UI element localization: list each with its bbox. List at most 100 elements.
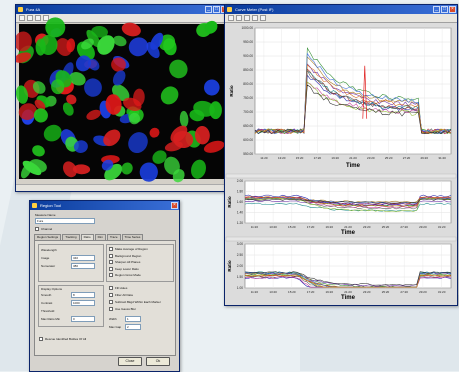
print-icon[interactable] bbox=[244, 15, 250, 21]
cell bbox=[193, 100, 215, 117]
option-checkbox[interactable] bbox=[109, 300, 113, 304]
y-axis-label: Ratio bbox=[227, 196, 232, 208]
pan-icon[interactable] bbox=[43, 15, 49, 21]
x-tick-label: 19:20 bbox=[326, 290, 334, 294]
export-icon[interactable] bbox=[260, 15, 266, 21]
x-tick-label: 11:20 bbox=[251, 290, 259, 294]
x-tick-label: 19:20 bbox=[326, 225, 334, 229]
close-button[interactable]: × bbox=[171, 202, 178, 209]
trace-plots: 1000.00 950.00 900.00 850.00 800.00 750.00 700… bbox=[225, 26, 457, 301]
plot-window-titlebar[interactable]: Curve Meter (Post IF) _ □ × bbox=[225, 5, 457, 14]
cell bbox=[16, 31, 32, 52]
cell bbox=[63, 161, 77, 178]
minimize-button[interactable]: _ bbox=[433, 6, 440, 13]
cell bbox=[105, 94, 122, 115]
minimize-button[interactable]: _ bbox=[205, 6, 212, 13]
panel-divider[interactable] bbox=[225, 236, 457, 242]
select-icon[interactable] bbox=[19, 15, 25, 21]
close-button[interactable]: × bbox=[449, 6, 456, 13]
maximize-button[interactable]: □ bbox=[213, 6, 220, 13]
cell bbox=[203, 140, 225, 153]
cell bbox=[194, 126, 210, 145]
y-axis-label: Ratio bbox=[229, 85, 234, 97]
cell bbox=[169, 59, 188, 79]
option-checkbox[interactable] bbox=[109, 266, 113, 271]
cell bbox=[128, 37, 149, 57]
cell bbox=[45, 17, 66, 38]
tab-region-settings[interactable]: Region Settings bbox=[34, 234, 62, 240]
setting-row: Threshold bbox=[41, 308, 101, 316]
tab-dim[interactable]: Dim bbox=[94, 234, 106, 240]
setting-label: Numerator bbox=[41, 264, 56, 268]
option-checkbox[interactable] bbox=[109, 273, 113, 277]
measure-name-field[interactable]: Fura bbox=[35, 218, 95, 224]
plot-window-title: Curve Meter (Post IF) bbox=[235, 7, 274, 12]
option-label: Filter All Data bbox=[115, 293, 133, 297]
y-tick-label: 1.50 bbox=[237, 275, 243, 279]
option-checkbox[interactable] bbox=[109, 293, 113, 297]
option-checkbox[interactable] bbox=[109, 307, 113, 311]
cell bbox=[179, 110, 189, 128]
trace-line bbox=[244, 196, 452, 209]
zoom-in-icon[interactable] bbox=[27, 15, 33, 21]
setting-label: Image bbox=[41, 256, 50, 260]
cell bbox=[28, 159, 47, 173]
trace-line bbox=[254, 69, 452, 134]
x-tick-label: 25:20 bbox=[382, 290, 390, 294]
option-checkbox[interactable] bbox=[109, 286, 113, 290]
image-toolbar bbox=[16, 14, 229, 23]
cell bbox=[209, 101, 222, 120]
display-group bbox=[38, 285, 104, 327]
image-window-title: Fura 4A bbox=[26, 7, 41, 12]
background-decoration bbox=[300, 295, 459, 371]
y-tick-label: 1.40 bbox=[237, 211, 243, 215]
setting-field[interactable]: 1000 bbox=[71, 300, 95, 306]
cell bbox=[203, 79, 220, 96]
ok-button[interactable]: Ok bbox=[146, 357, 170, 366]
option-checkbox[interactable] bbox=[109, 247, 113, 251]
tab-ratio[interactable]: Ratio bbox=[80, 234, 94, 240]
cell bbox=[66, 38, 76, 53]
option-checkbox[interactable] bbox=[109, 260, 113, 264]
tab-time-series[interactable]: Time Series bbox=[121, 234, 144, 240]
rescue-label: Rescue Identified Bottles Of All bbox=[45, 337, 87, 341]
x-tick-label: 31:20 bbox=[438, 156, 446, 160]
close-dialog-button[interactable]: Close bbox=[118, 357, 142, 366]
options-group bbox=[106, 244, 174, 282]
panel-divider[interactable] bbox=[225, 173, 457, 179]
display-group-title: Display Options bbox=[41, 287, 63, 291]
cell bbox=[121, 22, 141, 37]
x-tick-label: 17:20 bbox=[307, 225, 315, 229]
trace-line bbox=[245, 196, 452, 208]
setting-field[interactable]: 380 bbox=[71, 263, 95, 269]
rescue-checkbox[interactable] bbox=[39, 337, 43, 341]
dialog-titlebar[interactable]: Region Tool × bbox=[30, 201, 179, 210]
max-gap-field[interactable]: 2 bbox=[125, 324, 141, 330]
x-tick-label: 27:20 bbox=[403, 156, 411, 160]
option-label: Background Region bbox=[115, 253, 142, 258]
width-field[interactable]: 1 bbox=[125, 316, 141, 322]
maximize-button[interactable]: □ bbox=[441, 6, 448, 13]
tab-trace[interactable]: Trace bbox=[106, 234, 121, 240]
save-icon[interactable] bbox=[236, 15, 242, 21]
option-label: Sharpen All Planes bbox=[115, 260, 141, 264]
setting-field[interactable]: 8 bbox=[71, 292, 95, 298]
cell bbox=[32, 81, 46, 94]
setting-field[interactable]: 0 bbox=[71, 316, 95, 322]
cell bbox=[149, 127, 160, 138]
cell bbox=[86, 109, 101, 120]
cell bbox=[164, 141, 183, 152]
app-icon bbox=[18, 7, 23, 12]
cell bbox=[16, 85, 29, 104]
cell bbox=[43, 124, 62, 142]
setting-field[interactable]: 340 bbox=[71, 255, 95, 261]
channel-checkbox[interactable] bbox=[35, 227, 39, 231]
open-icon[interactable] bbox=[228, 15, 234, 21]
tab-tracking[interactable]: Tracking bbox=[62, 234, 80, 240]
setting-row: Smooth 8 bbox=[41, 292, 101, 300]
copy-icon[interactable] bbox=[252, 15, 258, 21]
cell bbox=[88, 58, 100, 71]
zoom-out-icon[interactable] bbox=[35, 15, 41, 21]
option-checkbox[interactable] bbox=[109, 253, 113, 258]
cell bbox=[51, 79, 65, 95]
